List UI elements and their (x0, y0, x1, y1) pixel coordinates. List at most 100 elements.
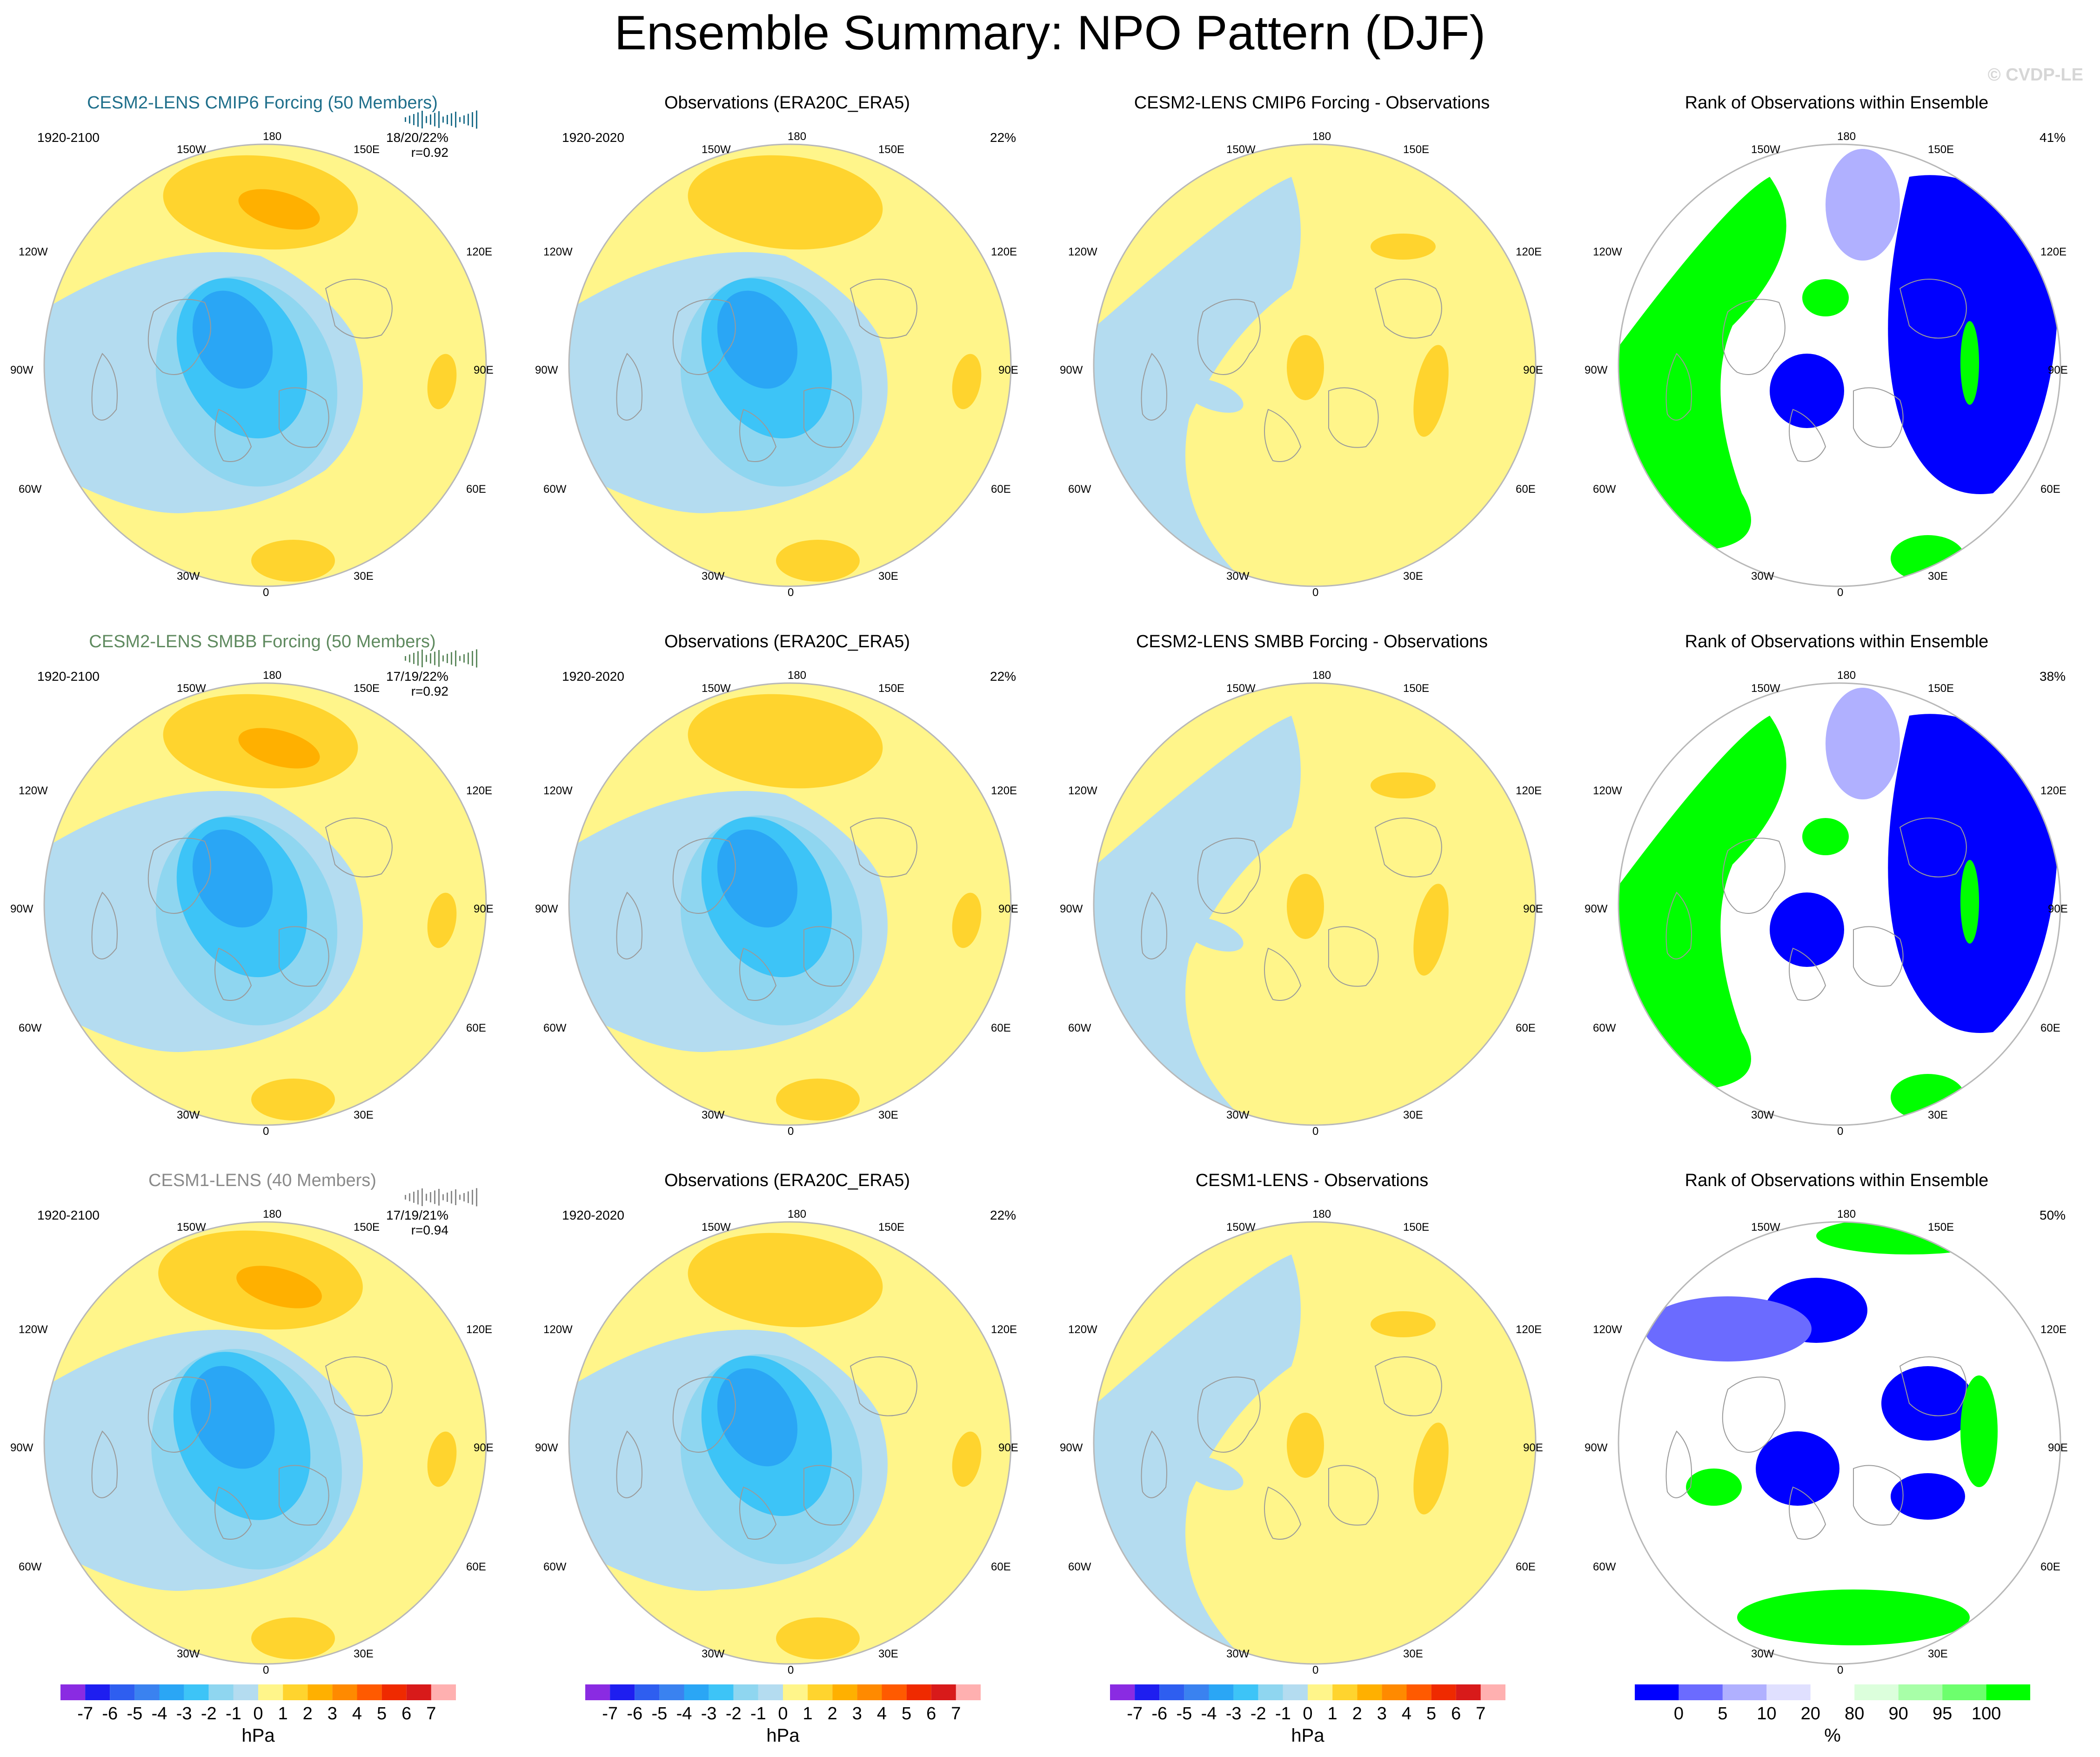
variance-percent: 22% (990, 1208, 1017, 1222)
member-tick (468, 114, 469, 126)
lon-label-ne: 150E (354, 682, 380, 695)
panel-title-diff: CESM2-LENS CMIP6 Forcing - Observations (1134, 93, 1490, 113)
lon-label-ese: 60E (466, 483, 486, 496)
polar-map-model (43, 1221, 487, 1665)
map-border (1093, 1221, 1537, 1665)
map-border (1093, 143, 1537, 587)
panel-diff-row-1: CESM2-LENS CMIP6 Forcing - Observations 1… (1050, 93, 1574, 632)
colorbar-swatch (1283, 1684, 1308, 1700)
lon-label-sw: 30W (1226, 570, 1250, 583)
coastline-3 (325, 1356, 393, 1416)
map-field (1094, 1222, 1536, 1664)
lon-label-w: 90W (1585, 903, 1608, 915)
lon-label-s: 0 (1837, 1664, 1844, 1677)
polar-map-diff (1093, 682, 1537, 1126)
lon-label-sw: 30W (177, 1648, 200, 1660)
colorbar-2: -7 -6 -5 -4 -3 -2 -1 0 1 2 3 4 5 6 7 hPa (585, 1684, 1110, 1757)
colorbar-swatch (1480, 1684, 1505, 1700)
coastline-2 (739, 409, 777, 462)
lon-label-sw: 30W (1751, 1109, 1774, 1121)
member-tick (430, 114, 431, 125)
positive-contour-2 (238, 728, 320, 769)
positive-contour-asia (427, 892, 457, 948)
map-border (1618, 682, 2061, 1126)
colorbar-swatch (159, 1684, 184, 1700)
lon-label-ese: 60E (991, 483, 1011, 496)
variance-percent: 22% (990, 669, 1017, 684)
positive-contour-atlantic (776, 1617, 860, 1659)
map-field (1618, 683, 2060, 1125)
coastline-2 (1789, 1486, 1826, 1540)
colorbar-unit: hPa (241, 1725, 275, 1746)
panel-title-obs: Observations (ERA20C_ERA5) (664, 632, 910, 651)
colorbar-tick-label: 2 (827, 1704, 837, 1723)
colorbar-swatch (931, 1684, 956, 1700)
panel-model-row-1: CESM2-LENS CMIP6 Forcing (50 Members) 192… (0, 93, 525, 632)
lon-label-s: 0 (1312, 586, 1319, 599)
colorbar-tick-label: 1 (278, 1704, 288, 1723)
lon-label-wnw: 120W (19, 785, 48, 797)
colorbar-swatch (1159, 1684, 1184, 1700)
diff-negative-blob (1181, 378, 1244, 413)
colorbar-swatch (134, 1684, 160, 1700)
colorbar-swatch (659, 1684, 684, 1700)
panel-title-model: CESM1-LENS (40 Members) (148, 1171, 376, 1190)
lon-label-se: 30E (1403, 1648, 1423, 1660)
lon-label-se: 30E (878, 1109, 898, 1121)
member-tick (459, 117, 461, 122)
colorbar-swatch (85, 1684, 110, 1700)
map-field (1094, 144, 1536, 586)
colorbar-swatch (283, 1684, 308, 1700)
member-tick (413, 1192, 415, 1203)
diff-positive-blob-2 (1413, 345, 1449, 437)
diff-positive-blob-3 (1287, 1413, 1324, 1478)
lon-label-ese: 60E (991, 1022, 1011, 1034)
lon-label-wnw: 120W (19, 246, 48, 258)
coastline-2 (1264, 409, 1302, 462)
colorbar-swatch (635, 1684, 660, 1700)
coastline-2 (214, 1486, 252, 1540)
panel-title-rank: Rank of Observations within Ensemble (1685, 93, 1989, 113)
lon-label-wsw: 60W (1068, 483, 1091, 496)
lon-label-ne: 150E (878, 682, 905, 695)
coastline-2 (214, 947, 252, 1001)
lon-label-n: 180 (1837, 669, 1856, 682)
lon-label-se: 30E (354, 570, 374, 583)
lon-label-w: 90W (535, 903, 558, 915)
panel-rank-row-3: Rank of Observations within Ensemble 50% 1… (1574, 1171, 2099, 1710)
colorbar-tick-label: -6 (627, 1704, 643, 1723)
diff-positive-blob-1 (1371, 1311, 1436, 1337)
coastline-0 (147, 299, 211, 375)
colorbar-tick-label: 95 (1932, 1704, 1953, 1723)
lon-label-ene: 120E (2040, 246, 2067, 258)
coastline-1 (803, 926, 854, 987)
panel-diff-row-3: CESM1-LENS - Observations 180 150W 150E 120W… (1050, 1171, 1574, 1710)
member-spread-strip (405, 649, 477, 668)
map-border (43, 143, 487, 587)
panel-title-obs: Observations (ERA20C_ERA5) (664, 1171, 910, 1190)
lon-label-n: 180 (1312, 130, 1331, 143)
coastline-1 (279, 387, 329, 448)
lon-label-sw: 30W (177, 1109, 200, 1121)
lon-label-sw: 30W (702, 1109, 725, 1121)
colorbar-swatch (733, 1684, 758, 1700)
lon-label-sw: 30W (1751, 570, 1774, 583)
member-tick (468, 1191, 469, 1203)
lon-label-w: 90W (535, 1442, 558, 1454)
rank-high-streak (1960, 321, 1979, 405)
colorbar-tick-label: -7 (602, 1704, 618, 1723)
coastline-0 (1722, 1376, 1786, 1453)
lon-label-w: 90W (535, 364, 558, 376)
rank-high-west (1686, 1469, 1742, 1506)
lon-label-ne: 150E (354, 1221, 380, 1234)
diff-positive-blob-3 (1287, 874, 1324, 939)
member-tick (409, 1193, 410, 1201)
colorbar-swatch (431, 1684, 456, 1700)
member-tick (459, 656, 461, 661)
panel-model-row-2: CESM2-LENS SMBB Forcing (50 Members) 1920… (0, 632, 525, 1171)
map-border (568, 143, 1012, 587)
colorbar-swatch (1209, 1684, 1234, 1700)
colorbar-swatches (1110, 1684, 1505, 1700)
positive-contour-2 (763, 189, 845, 230)
variance-percent: 50% (2040, 1208, 2066, 1222)
